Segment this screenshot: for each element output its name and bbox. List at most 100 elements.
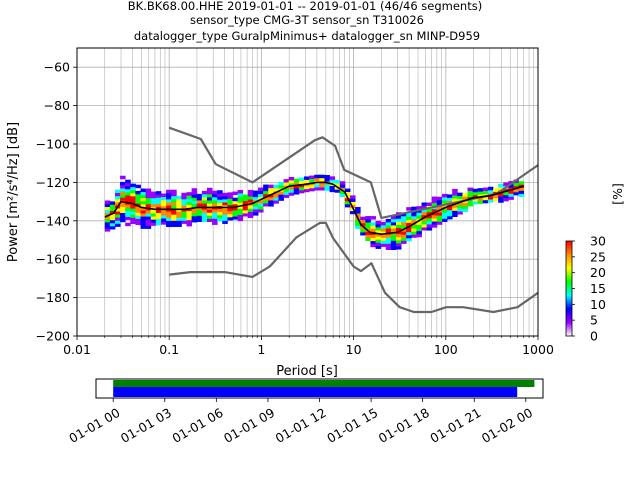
- heatmap-cell: [421, 211, 428, 216]
- heatmap-cell: [145, 225, 152, 229]
- heatmap-cell: [140, 197, 147, 202]
- heatmap-cell: [201, 203, 208, 207]
- heatmap-cell: [513, 182, 520, 187]
- heatmap-cell: [395, 215, 402, 219]
- heatmap-cell: [498, 196, 504, 200]
- heatmap-cell: [109, 219, 116, 224]
- colorbar-tick-label: 25: [590, 249, 606, 264]
- heatmap-cell: [222, 208, 228, 212]
- heatmap-cell: [145, 191, 152, 196]
- heatmap-cell: [385, 221, 392, 226]
- heatmap-cell: [324, 187, 330, 191]
- heatmap-cell: [411, 206, 417, 211]
- heatmap-cell: [217, 190, 223, 194]
- heatmap-cell: [273, 184, 279, 189]
- heatmap-cell: [186, 204, 193, 208]
- heatmap-cell: [385, 234, 392, 238]
- heatmap-cell: [155, 206, 162, 210]
- heatmap-cell: [120, 181, 126, 186]
- heatmap-cell: [186, 216, 193, 221]
- heatmap-cell: [416, 230, 422, 235]
- heatmap-cell: [114, 192, 121, 197]
- heatmap-cell: [467, 187, 474, 192]
- heatmap-cell: [114, 189, 121, 194]
- heatmap-cell: [498, 183, 504, 188]
- heatmap-cell: [411, 231, 417, 235]
- heatmap-cell: [416, 224, 422, 229]
- heatmap-cell: [212, 215, 218, 219]
- heatmap-cell: [350, 201, 356, 205]
- heatmap-cell: [360, 219, 366, 224]
- heatmap-cell: [217, 199, 223, 203]
- x-tick-label: 100: [434, 342, 458, 357]
- heatmap-cell: [145, 203, 152, 208]
- heatmap-cell: [462, 196, 468, 200]
- heatmap-cell: [375, 242, 382, 246]
- heatmap-cell: [431, 224, 438, 228]
- heatmap-cell: [140, 219, 147, 223]
- heatmap-cell: [232, 206, 238, 211]
- heatmap-cell: [431, 202, 438, 207]
- heatmap-cell: [252, 196, 259, 201]
- heatmap-cell: [176, 201, 182, 206]
- heatmap-cell: [278, 191, 284, 195]
- heatmap-cell: [365, 231, 371, 235]
- heatmap-cell: [125, 185, 131, 190]
- heatmap-cell: [457, 192, 463, 197]
- heatmap-cell: [120, 197, 126, 201]
- heatmap-cell: [135, 218, 141, 222]
- heatmap-cell: [171, 195, 177, 200]
- heatmap-cell: [145, 188, 152, 193]
- heatmap-cell: [155, 194, 162, 198]
- heatmap-cell: [130, 220, 136, 224]
- heatmap-cell: [421, 217, 428, 222]
- heatmap-cell: [334, 183, 341, 187]
- ppsd-plot-area: 0.01 0.1 1 10 100 1000 −200 −180 −160 −140 −120 −1…: [36, 47, 554, 357]
- heatmap-cell: [487, 199, 494, 203]
- heatmap-cell: [380, 237, 387, 241]
- heatmap-cell: [380, 228, 387, 232]
- heatmap-cell: [365, 216, 371, 220]
- heatmap-cell: [401, 237, 407, 241]
- heatmap-cell: [431, 218, 438, 222]
- heatmap-cell: [196, 218, 203, 222]
- heatmap-cell: [155, 209, 162, 214]
- heatmap-cell: [247, 196, 254, 200]
- heatmap-cell: [421, 227, 428, 231]
- timeline-tick-label: 01-01 00: [66, 405, 122, 446]
- heatmap-cell: [150, 197, 157, 202]
- high-noise-model-line: [168, 126, 539, 219]
- heatmap-cell: [411, 218, 417, 223]
- heatmap-cell: [155, 218, 162, 223]
- heatmap-cell: [166, 211, 172, 215]
- heatmap-cell: [114, 201, 121, 206]
- heatmap-cell: [304, 188, 310, 193]
- heatmap-cell: [487, 186, 494, 191]
- heatmap-cell: [508, 187, 514, 191]
- heatmap-cell: [135, 190, 141, 195]
- heatmap-cell: [191, 194, 198, 198]
- heatmap-cell: [431, 214, 438, 219]
- heatmap-cell: [227, 201, 233, 206]
- heatmap-cell: [385, 228, 392, 232]
- heatmap-cell: [263, 187, 269, 192]
- heatmap-cell: [140, 222, 147, 226]
- heatmap-cell: [191, 209, 198, 214]
- heatmap-cell: [283, 182, 290, 186]
- colorbar-tick-label: 30: [590, 234, 606, 249]
- heatmap-cell: [339, 181, 346, 185]
- heatmap-cell: [217, 193, 223, 197]
- heatmap-cell: [472, 194, 479, 199]
- heatmap-cell: [390, 237, 397, 241]
- heatmap-cell: [370, 216, 376, 220]
- heatmap-cell: [186, 213, 193, 218]
- heatmap-cell: [390, 234, 397, 238]
- heatmap-cell: [109, 225, 116, 230]
- heatmap-cell: [493, 194, 499, 199]
- heatmap-cell: [411, 234, 417, 238]
- heatmap-cell: [196, 203, 203, 207]
- heatmap-cell: [293, 181, 300, 186]
- heatmap-cell: [114, 195, 121, 200]
- heatmap-cell: [135, 200, 141, 204]
- heatmap-cell: [125, 207, 131, 211]
